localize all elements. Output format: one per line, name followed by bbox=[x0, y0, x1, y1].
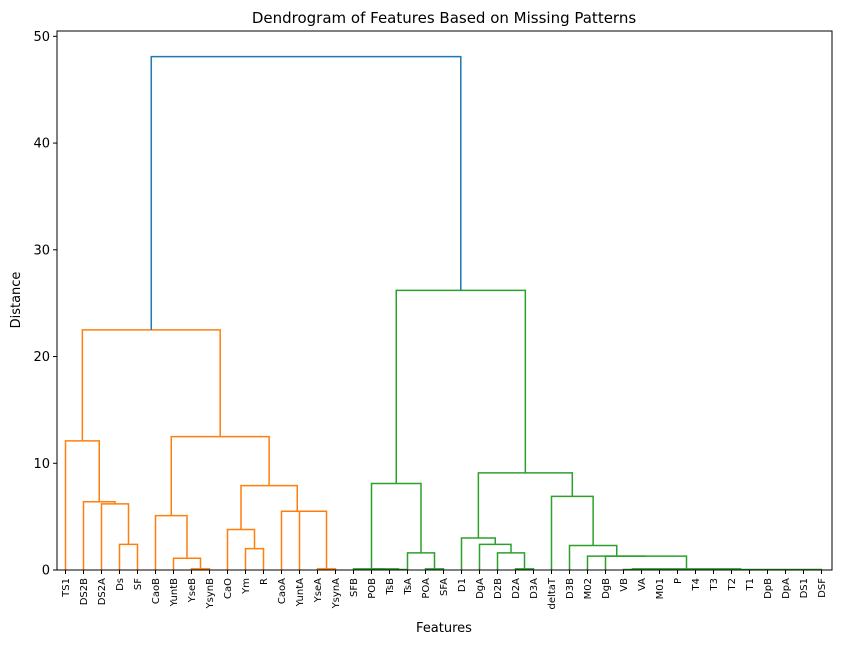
x-tick-label-deltaT: deltaT bbox=[547, 577, 558, 609]
chart-title: Dendrogram of Features Based on Missing … bbox=[252, 9, 637, 27]
x-tick-label-POA: POA bbox=[421, 578, 432, 599]
x-tick-label-YuntB: YuntB bbox=[169, 578, 180, 608]
dendrogram-link-2 bbox=[82, 500, 116, 570]
y-tick-label: 0 bbox=[42, 564, 50, 579]
x-tick-label-POB: POB bbox=[367, 578, 378, 599]
y-tick-label: 50 bbox=[33, 30, 50, 45]
dendrogram-link-0 bbox=[118, 543, 139, 570]
dendrogram-link-13 bbox=[170, 435, 270, 516]
x-tick-label-D3A: D3A bbox=[529, 578, 540, 599]
x-tick-label-M02: M02 bbox=[583, 578, 594, 599]
x-tick-label-VA: VA bbox=[637, 578, 648, 591]
dendrogram-link-14 bbox=[81, 329, 221, 441]
x-tick-label-R: R bbox=[259, 578, 270, 585]
x-tick-label-P: P bbox=[673, 578, 684, 584]
x-tick-label-DS2A: DS2A bbox=[97, 578, 108, 605]
dendrogram-link-28 bbox=[604, 555, 688, 570]
dendrogram-link-23 bbox=[478, 543, 512, 570]
x-tick-label-M01: M01 bbox=[655, 578, 666, 599]
dendrogram-link-8 bbox=[226, 528, 256, 570]
dendrogram-link-4 bbox=[190, 568, 211, 570]
x-tick-label-VB: VB bbox=[619, 578, 630, 592]
x-tick-label-TsB: TsB bbox=[385, 578, 396, 596]
dendrogram-link-32 bbox=[477, 472, 574, 538]
x-tick-label-SF: SF bbox=[133, 578, 144, 590]
dendrogram-link-20 bbox=[370, 482, 422, 569]
x-tick-label-Ym: Ym bbox=[241, 578, 252, 595]
x-tick-label-DS1: DS1 bbox=[799, 578, 810, 598]
dendrogram-link-34 bbox=[150, 55, 462, 330]
x-tick-label-T3: T3 bbox=[709, 578, 720, 591]
x-tick-label-SFB: SFB bbox=[349, 578, 360, 597]
x-axis-label: Features bbox=[416, 621, 472, 636]
x-tick-label-D1: D1 bbox=[457, 578, 468, 592]
dendrogram-link-1 bbox=[100, 503, 130, 570]
dendrogram-link-24 bbox=[460, 537, 496, 570]
x-tick-label-SFA: SFA bbox=[439, 578, 450, 596]
dendrogram-link-10 bbox=[298, 510, 328, 570]
x-tick-label-D2A: D2A bbox=[511, 578, 522, 599]
y-tick-label: 30 bbox=[33, 243, 50, 258]
dendrogram-link-21 bbox=[514, 568, 535, 570]
dendrogram-link-22 bbox=[496, 552, 526, 570]
x-tick-label-YsynB: YsynB bbox=[205, 578, 216, 610]
x-tick-label-DpA: DpA bbox=[781, 578, 792, 599]
x-tick-label-DpB: DpB bbox=[763, 578, 774, 599]
x-tick-label-T2: T2 bbox=[727, 578, 738, 591]
x-tick-label-YseB: YseB bbox=[187, 578, 198, 603]
y-axis-label: Distance bbox=[9, 272, 24, 329]
x-tick-label-DS2B: DS2B bbox=[79, 578, 90, 605]
dendrogram-link-9 bbox=[316, 568, 337, 570]
y-tick-label: 20 bbox=[33, 350, 50, 365]
dendrogram-link-12 bbox=[240, 484, 298, 530]
x-tick-label-YseA: YseA bbox=[313, 578, 324, 603]
x-tick-label-DgB: DgB bbox=[601, 578, 612, 599]
dendrogram-link-19 bbox=[406, 552, 436, 570]
x-tick-label-TS1: TS1 bbox=[61, 578, 72, 598]
dendrogram-link-18 bbox=[424, 568, 445, 570]
x-tick-label-CaO: CaO bbox=[223, 578, 234, 599]
x-tick-label-DSF: DSF bbox=[817, 578, 828, 598]
dendrogram-link-33 bbox=[395, 289, 527, 484]
dendrogram-links bbox=[64, 55, 823, 571]
x-tick-label-YsynA: YsynA bbox=[331, 578, 342, 610]
dendrogram-link-3 bbox=[64, 440, 100, 570]
x-tick-label-CaoA: CaoA bbox=[277, 578, 288, 604]
x-tick-label-YuntA: YuntA bbox=[295, 578, 306, 608]
x-tick-label-DgA: DgA bbox=[475, 578, 486, 599]
x-tick-label-D2B: D2B bbox=[493, 578, 504, 599]
x-tick-label-D3B: D3B bbox=[565, 578, 576, 599]
y-axis: 0 10 20 30 40 50 bbox=[33, 30, 57, 579]
x-tick-label-T4: T4 bbox=[691, 578, 702, 591]
dendrogram-link-7 bbox=[244, 547, 265, 570]
plot-frame bbox=[56, 30, 833, 571]
y-tick-label: 40 bbox=[33, 137, 50, 152]
dendrogram-link-11 bbox=[280, 510, 313, 570]
dendrogram-link-29 bbox=[586, 555, 646, 570]
x-axis: TS1 DS2B DS2A Ds SF CaoB YuntB YseB YsynB CaO Ym R C… bbox=[61, 570, 828, 609]
x-tick-label-CaoB: CaoB bbox=[151, 578, 162, 604]
x-tick-label-TsA: TsA bbox=[403, 578, 414, 596]
dendrogram-link-30 bbox=[568, 544, 618, 570]
dendrogram-link-27 bbox=[631, 568, 742, 570]
x-tick-label-T1: T1 bbox=[745, 578, 756, 591]
dendrogram-link-6 bbox=[154, 514, 188, 570]
x-tick-label-Ds: Ds bbox=[115, 578, 126, 591]
y-tick-label: 10 bbox=[33, 457, 50, 472]
